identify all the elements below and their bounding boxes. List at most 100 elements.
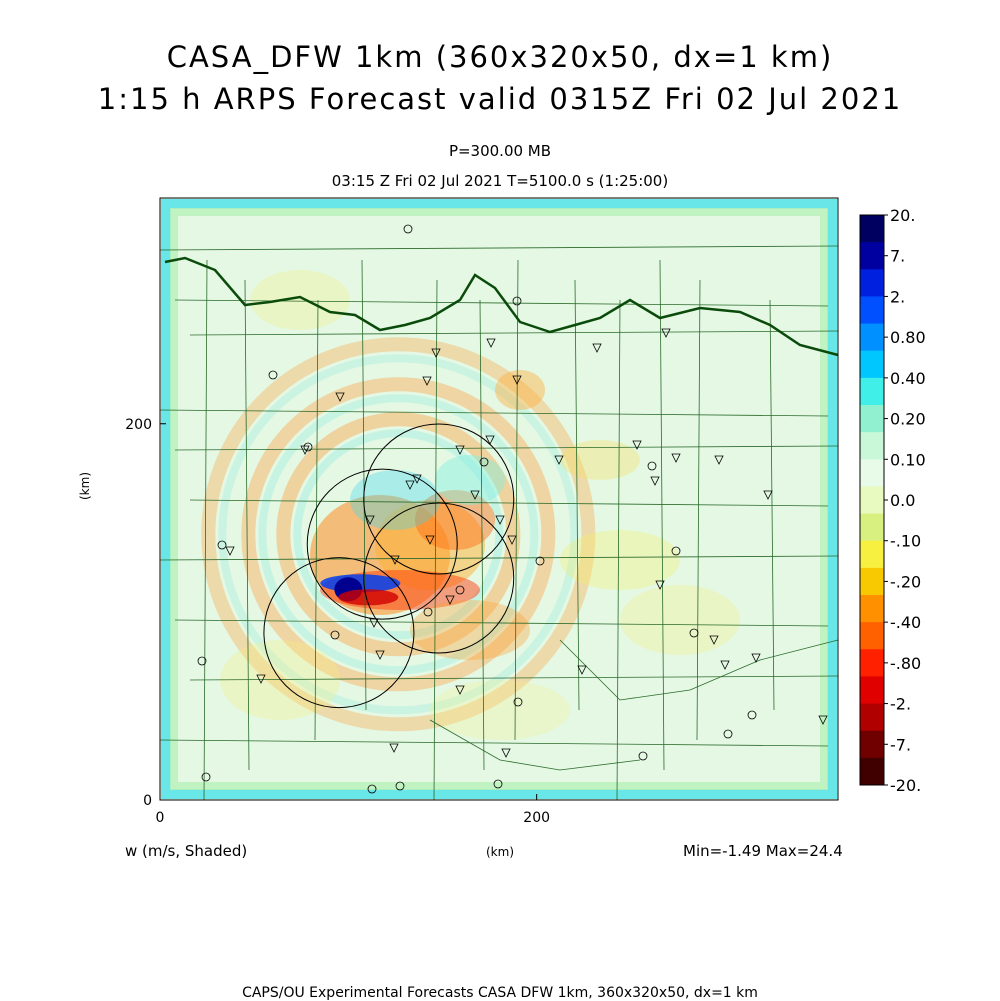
wave-ring bbox=[201, 337, 596, 732]
w-patch bbox=[495, 370, 545, 410]
county-line bbox=[659, 259, 665, 771]
county-line bbox=[189, 675, 839, 681]
county-line bbox=[616, 299, 621, 801]
w-patch bbox=[375, 500, 485, 590]
station-triangle bbox=[425, 535, 435, 545]
station-triangle bbox=[369, 618, 379, 628]
axes: 0 200 0 200 bbox=[125, 417, 550, 826]
colorbar-swatch bbox=[860, 540, 884, 569]
station-circle bbox=[268, 370, 278, 380]
county-line bbox=[514, 259, 519, 741]
station-triangle bbox=[335, 392, 345, 402]
station-triangle bbox=[470, 490, 480, 500]
station-triangle bbox=[390, 555, 400, 565]
station-triangle bbox=[445, 595, 455, 605]
county-line bbox=[159, 555, 839, 561]
station-triangle bbox=[495, 515, 505, 525]
station-circle bbox=[647, 461, 657, 471]
chart-subtitle: 1:15 h ARPS Forecast valid 0315Z Fri 02 … bbox=[97, 82, 903, 116]
station-triangle bbox=[375, 650, 385, 660]
county-line bbox=[174, 445, 839, 451]
colorbar-swatch bbox=[860, 567, 884, 596]
station-triangle bbox=[655, 580, 665, 590]
colorbar: 20. 7. 2. 0.80 0.40 0.20 0.10 0.0 -.10 -.20 -.40 -.… bbox=[859, 206, 926, 795]
colorbar-label: 2. bbox=[890, 287, 905, 306]
county-line bbox=[429, 719, 641, 771]
colorbar-swatch bbox=[860, 595, 884, 623]
wave-ring bbox=[241, 377, 556, 692]
station-triangle bbox=[389, 743, 399, 753]
station-triangle bbox=[455, 445, 465, 455]
station-triangle bbox=[554, 455, 564, 465]
x-axis-label: (km) bbox=[486, 845, 515, 859]
w-patch bbox=[220, 640, 340, 720]
station-circle bbox=[330, 630, 340, 640]
station-circle bbox=[689, 628, 699, 638]
plot-frame bbox=[159, 197, 839, 801]
colorbar-swatch bbox=[860, 459, 884, 487]
station-circle bbox=[367, 784, 377, 794]
station-triangle bbox=[412, 474, 422, 484]
colorbar-swatch bbox=[860, 649, 884, 677]
field-label: w (m/s, Shaded) bbox=[125, 842, 248, 860]
county-line bbox=[174, 299, 829, 307]
plot-area bbox=[159, 197, 839, 801]
x-tick-label: 0 bbox=[156, 810, 165, 826]
county-line bbox=[361, 259, 367, 711]
county-line bbox=[314, 299, 319, 741]
station-circle bbox=[535, 556, 545, 566]
station-triangle bbox=[455, 685, 465, 695]
colorbar-swatch bbox=[860, 215, 884, 243]
county-line bbox=[189, 499, 829, 507]
station-triangle bbox=[485, 435, 495, 445]
county-line bbox=[559, 639, 839, 701]
station-triangle bbox=[818, 715, 828, 725]
station-triangle bbox=[714, 455, 724, 465]
colorbar-label: 7. bbox=[890, 247, 905, 266]
station-circle bbox=[403, 224, 413, 234]
colorbar-swatch bbox=[860, 296, 884, 325]
station-triangle bbox=[256, 674, 266, 684]
colorbar-swatch bbox=[860, 703, 884, 732]
colorbar-swatch bbox=[860, 405, 884, 433]
colorbar-label: 0.10 bbox=[890, 450, 926, 469]
station-triangle bbox=[650, 476, 660, 486]
colorbar-swatch bbox=[860, 377, 884, 406]
station-circle bbox=[723, 729, 733, 739]
county-line bbox=[159, 409, 829, 417]
credit-footer: CAPS/OU Experimental Forecasts CASA DFW … bbox=[242, 985, 758, 1001]
boundary-zone bbox=[161, 199, 837, 799]
county-line bbox=[174, 619, 829, 627]
station-triangle bbox=[405, 480, 415, 490]
station-circle bbox=[217, 540, 227, 550]
plot-background bbox=[160, 198, 838, 800]
pressure-level: P=300.00 MB bbox=[448, 142, 552, 160]
station-triangle bbox=[577, 665, 587, 675]
station-circle bbox=[512, 296, 522, 306]
range-ring bbox=[363, 423, 515, 575]
w-field-shading bbox=[201, 270, 740, 740]
station-triangle bbox=[632, 440, 642, 450]
station-triangle bbox=[422, 376, 432, 386]
station-markers bbox=[197, 224, 828, 794]
colorbar-swatch bbox=[860, 486, 884, 515]
station-circle bbox=[303, 442, 313, 452]
colorbar-label: -20. bbox=[890, 776, 921, 795]
colorbar-swatch bbox=[860, 513, 884, 542]
colorbar-label: -.80 bbox=[890, 654, 921, 673]
station-triangle bbox=[751, 653, 761, 663]
x-tick-label: 200 bbox=[523, 810, 550, 826]
w-patch bbox=[560, 530, 680, 590]
colorbar-label: 0.40 bbox=[890, 369, 926, 388]
wave-ring bbox=[218, 354, 579, 715]
station-triangle bbox=[501, 748, 511, 758]
station-circle bbox=[513, 697, 523, 707]
colorbar-label: 20. bbox=[890, 206, 915, 225]
station-circle bbox=[201, 772, 211, 782]
county-line bbox=[433, 279, 438, 801]
station-circle bbox=[671, 546, 681, 556]
county-line bbox=[159, 245, 839, 251]
county-line bbox=[769, 299, 775, 711]
county-line bbox=[479, 299, 485, 771]
